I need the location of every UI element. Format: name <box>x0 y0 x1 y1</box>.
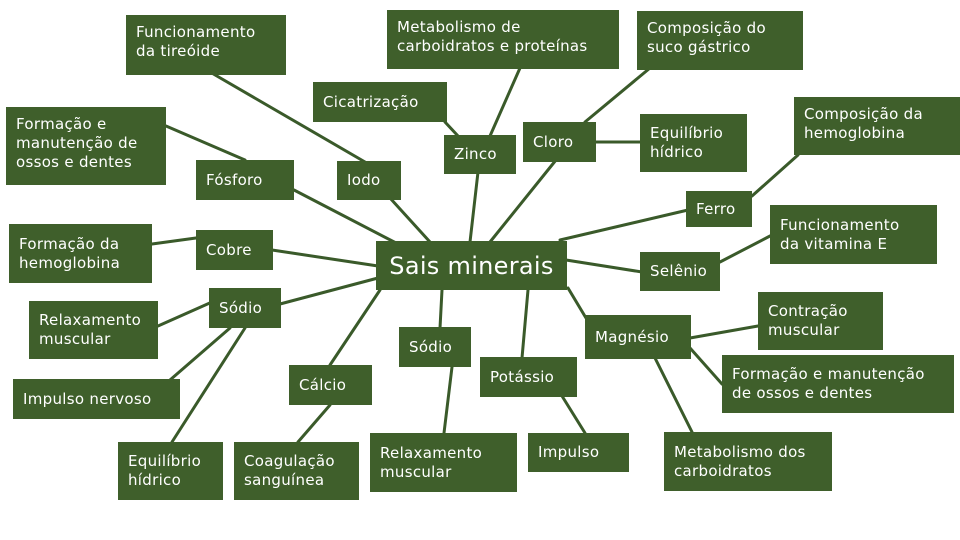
node-mineral-iodo: Iodo <box>337 161 401 200</box>
node-mineral-fosforo: Fósforo <box>196 160 294 200</box>
line-zinco-cicatrizacao <box>443 120 460 138</box>
node-coagulacao-sanguinea: Coagulação sanguínea <box>234 442 359 500</box>
node-relaxamento-muscular-2: Relaxamento muscular <box>370 433 517 492</box>
center-node-sais-minerais: Sais minerais <box>376 241 567 290</box>
node-mineral-calcio: Cálcio <box>289 365 372 405</box>
node-mineral-ferro: Ferro <box>686 191 752 227</box>
line-sodio-equilibrio <box>170 326 247 444</box>
node-metabolismo-carboidratos: Metabolismo dos carboidratos <box>664 432 832 491</box>
line-center-zinco <box>468 170 480 244</box>
node-equilibrio-hidrico-1: Equilíbrio hídrico <box>640 114 747 172</box>
line-potassio-impulso <box>560 394 587 435</box>
node-mineral-sodio-1: Sódio <box>209 288 281 328</box>
line-zinco-metabolismo <box>488 66 522 138</box>
node-formacao-hemoglobina: Formação da hemoglobina <box>9 224 152 283</box>
line-sodio2-relaxamento <box>442 365 454 435</box>
node-mineral-sodio-2: Sódio <box>399 327 471 367</box>
line-center-cloro <box>488 158 558 244</box>
line-magnesio-contracao <box>688 324 760 340</box>
line-center-selenio <box>564 258 644 274</box>
node-equilibrio-hidrico-2: Equilíbrio hídrico <box>118 442 223 500</box>
node-composicao-hemoglobina: Composição da hemoglobina <box>794 97 960 155</box>
node-formacao-ossos-dentes-2: Formação e manutenção de ossos e dentes <box>722 355 954 413</box>
line-cloro-suco <box>583 66 652 124</box>
node-metabolismo-carboidratos-proteinas: Metabolismo de carboidratos e proteínas <box>387 10 619 69</box>
node-mineral-cloro: Cloro <box>523 122 596 162</box>
line-center-calcio <box>328 288 382 367</box>
line-magnesio-metabolismo <box>653 356 694 434</box>
node-impulso-nervoso: Impulso nervoso <box>13 379 180 419</box>
node-mineral-magnesio: Magnésio <box>585 315 691 359</box>
line-center-ferro <box>558 208 690 242</box>
node-mineral-zinco: Zinco <box>444 135 516 174</box>
node-relaxamento-muscular-1: Relaxamento muscular <box>29 301 158 359</box>
line-selenio-vit-e <box>718 234 772 264</box>
line-center-sodio-1 <box>278 276 380 306</box>
line-center-sodio-2 <box>438 288 444 330</box>
line-center-cobre <box>270 248 380 268</box>
line-fosforo-ossos <box>164 124 247 162</box>
line-ferro-hemoglobina <box>750 153 800 198</box>
line-center-magnesio <box>566 286 588 320</box>
node-mineral-cobre: Cobre <box>196 230 273 270</box>
line-magnesio-ossos <box>688 346 724 386</box>
node-mineral-potassio: Potássio <box>480 357 577 397</box>
node-cicatrizacao: Cicatrização <box>313 82 447 122</box>
line-calcio-coagulacao <box>296 403 332 444</box>
node-contracao-muscular: Contração muscular <box>758 292 883 350</box>
line-center-fosforo <box>292 188 402 247</box>
line-sodio-impulso <box>168 326 232 382</box>
line-cobre-hemoglobina <box>150 236 198 246</box>
node-mineral-selenio: Selênio <box>640 252 720 291</box>
node-funcionamento-vitamina-e: Funcionamento da vitamina E <box>770 205 937 264</box>
line-center-iodo <box>388 196 432 244</box>
node-formacao-ossos-dentes-1: Formação e manutenção de ossos e dentes <box>6 107 166 185</box>
line-iodo-tireoide <box>208 70 367 164</box>
line-center-potassio <box>520 288 530 360</box>
node-funcionamento-tireoide: Funcionamento da tireóide <box>126 15 286 75</box>
line-sodio-relaxamento <box>156 300 214 328</box>
node-composicao-suco-gastrico: Composição do suco gástrico <box>637 11 803 70</box>
node-impulso: Impulso <box>528 433 629 472</box>
